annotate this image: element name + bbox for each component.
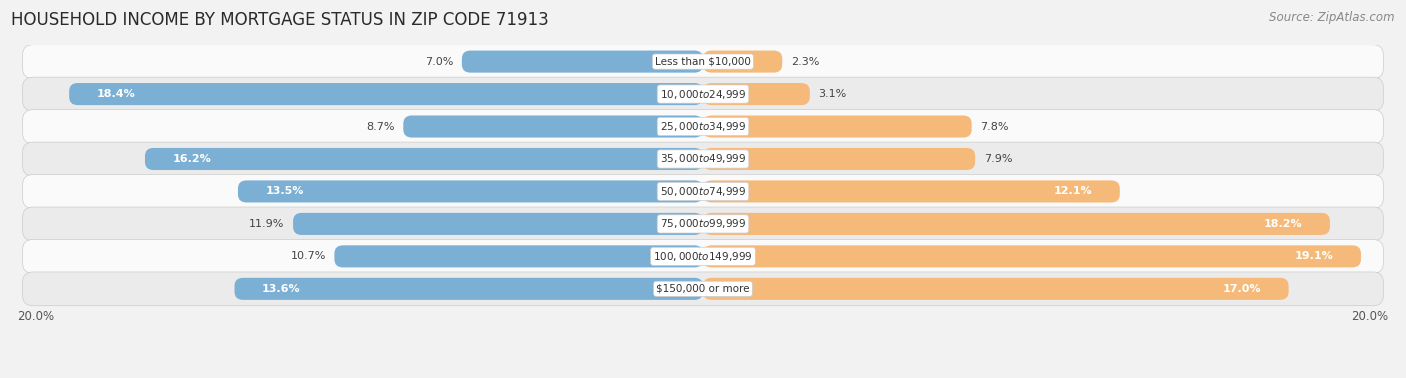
Text: Source: ZipAtlas.com: Source: ZipAtlas.com — [1270, 11, 1395, 24]
FancyBboxPatch shape — [145, 148, 703, 170]
FancyBboxPatch shape — [292, 213, 703, 235]
FancyBboxPatch shape — [22, 77, 1384, 111]
Text: 20.0%: 20.0% — [1351, 310, 1389, 323]
FancyBboxPatch shape — [703, 83, 810, 105]
FancyBboxPatch shape — [22, 142, 1384, 176]
Text: 18.4%: 18.4% — [97, 89, 135, 99]
Text: 13.6%: 13.6% — [262, 284, 301, 294]
Text: 13.5%: 13.5% — [266, 186, 304, 197]
Text: $35,000 to $49,999: $35,000 to $49,999 — [659, 152, 747, 166]
Text: Less than $10,000: Less than $10,000 — [655, 57, 751, 67]
Text: 18.2%: 18.2% — [1264, 219, 1302, 229]
FancyBboxPatch shape — [703, 213, 1330, 235]
FancyBboxPatch shape — [22, 175, 1384, 208]
Text: $25,000 to $34,999: $25,000 to $34,999 — [659, 120, 747, 133]
Text: 7.8%: 7.8% — [980, 121, 1008, 132]
Text: 8.7%: 8.7% — [366, 121, 395, 132]
FancyBboxPatch shape — [703, 180, 1119, 203]
FancyBboxPatch shape — [461, 51, 703, 73]
FancyBboxPatch shape — [22, 207, 1384, 241]
FancyBboxPatch shape — [235, 278, 703, 300]
Text: 3.1%: 3.1% — [818, 89, 846, 99]
FancyBboxPatch shape — [703, 245, 1361, 267]
FancyBboxPatch shape — [22, 110, 1384, 143]
Text: 7.9%: 7.9% — [984, 154, 1012, 164]
FancyBboxPatch shape — [238, 180, 703, 203]
Text: 16.2%: 16.2% — [173, 154, 211, 164]
Text: $50,000 to $74,999: $50,000 to $74,999 — [659, 185, 747, 198]
FancyBboxPatch shape — [22, 240, 1384, 273]
FancyBboxPatch shape — [335, 245, 703, 267]
Text: 12.1%: 12.1% — [1053, 186, 1092, 197]
Text: $100,000 to $149,999: $100,000 to $149,999 — [654, 250, 752, 263]
Text: 20.0%: 20.0% — [17, 310, 55, 323]
Text: 2.3%: 2.3% — [790, 57, 820, 67]
Text: $75,000 to $99,999: $75,000 to $99,999 — [659, 217, 747, 231]
FancyBboxPatch shape — [703, 148, 976, 170]
FancyBboxPatch shape — [69, 83, 703, 105]
Text: HOUSEHOLD INCOME BY MORTGAGE STATUS IN ZIP CODE 71913: HOUSEHOLD INCOME BY MORTGAGE STATUS IN Z… — [11, 11, 548, 29]
FancyBboxPatch shape — [703, 51, 782, 73]
Text: $150,000 or more: $150,000 or more — [657, 284, 749, 294]
Text: 11.9%: 11.9% — [249, 219, 284, 229]
FancyBboxPatch shape — [703, 278, 1289, 300]
Text: $10,000 to $24,999: $10,000 to $24,999 — [659, 88, 747, 101]
FancyBboxPatch shape — [22, 45, 1384, 79]
FancyBboxPatch shape — [703, 116, 972, 138]
FancyBboxPatch shape — [22, 272, 1384, 306]
FancyBboxPatch shape — [404, 116, 703, 138]
Text: 19.1%: 19.1% — [1295, 251, 1333, 261]
Text: 10.7%: 10.7% — [291, 251, 326, 261]
Text: 7.0%: 7.0% — [425, 57, 453, 67]
Text: 17.0%: 17.0% — [1223, 284, 1261, 294]
